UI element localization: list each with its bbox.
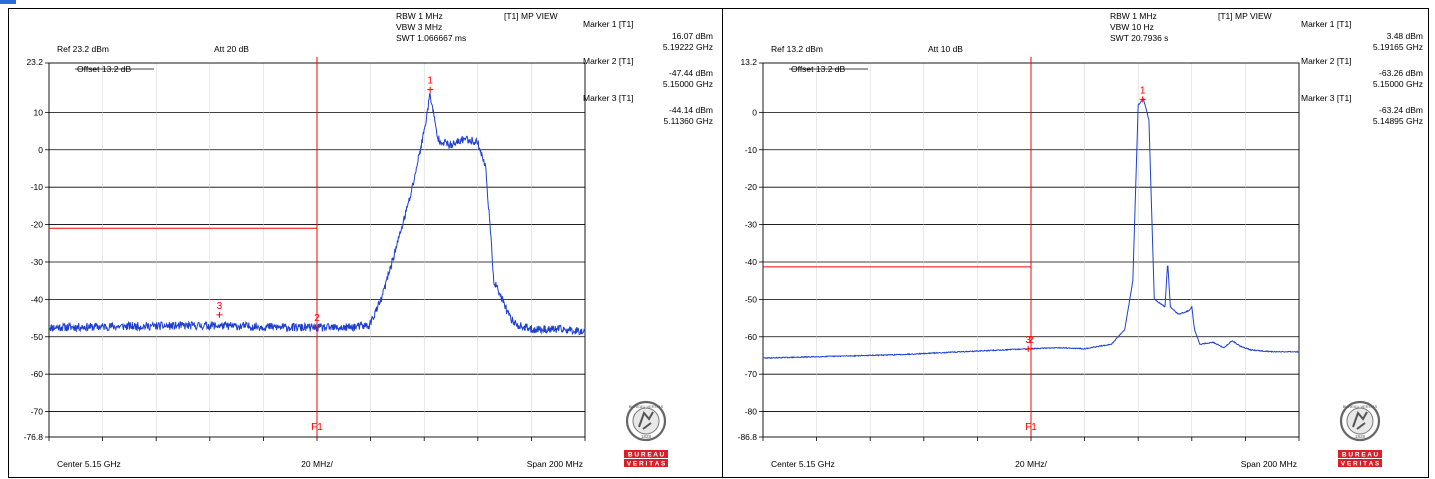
x-scale-label: 20 MHz/ (1015, 459, 1047, 469)
f1-label: F1 (311, 422, 323, 433)
y-tick-label: -50 (745, 294, 758, 304)
marker-readout-freq: 5.19165 GHz (1373, 42, 1423, 52)
y-tick-label: -70 (31, 407, 44, 417)
seal-top-text: BUREAU VERITAS (629, 404, 664, 409)
marker-2-tag: 2 (1028, 335, 1034, 346)
marker-readout-level: -63.26 dBm (1379, 68, 1423, 78)
figure-frame (8, 8, 1429, 478)
logo-band-top-text: B U R E A U (1342, 452, 1379, 459)
y-tick-label: 23.2 (26, 57, 43, 67)
f1-label: F1 (1025, 422, 1037, 433)
marker-3-tag: 3 (217, 301, 223, 312)
marker-1-tag: 1 (427, 76, 433, 87)
y-tick-label: -30 (31, 257, 44, 267)
rbw-label: RBW 1 MHz (1110, 11, 1157, 21)
marker-readout-title: Marker 1 [T1] (1301, 19, 1352, 29)
logo-band-top (1338, 450, 1382, 458)
marker-readout-title: Marker 2 [T1] (583, 56, 634, 66)
y-tick-label: 10 (34, 107, 44, 117)
seal-center (632, 407, 660, 435)
seal-center (1346, 407, 1374, 435)
panel-divider (722, 8, 723, 478)
logo-band-bottom (1338, 459, 1382, 467)
trace-mode-label: [T1] MP VIEW (504, 11, 558, 21)
marker-readout-level: -47.44 dBm (669, 68, 713, 78)
marker-2-tag: 2 (314, 313, 320, 324)
marker-readout-freq: 5.15000 GHz (663, 79, 713, 89)
marker-readout-level: 16.07 dBm (672, 31, 713, 41)
y-tick-label: -20 (31, 220, 44, 230)
y-tick-label: -40 (745, 257, 758, 267)
bureau-veritas-logo: BUREAU VERITAS 1828 B U R E A U V E R I T A… (624, 400, 668, 468)
seal-year: 1828 (641, 434, 652, 439)
x-center-label: Center 5.15 GHz (771, 459, 835, 469)
marker-readout-level: -44.14 dBm (669, 105, 713, 115)
marker-readout-title: Marker 1 [T1] (583, 19, 634, 29)
marker-3-tag: 3 (1025, 335, 1031, 346)
swt-label: SWT 1.066667 ms (396, 33, 466, 43)
vbw-label: VBW 3 MHz (396, 22, 442, 32)
y-tick-label: 0 (38, 145, 43, 155)
header-accent-bar (0, 0, 16, 4)
y-tick-label: -10 (745, 145, 758, 155)
marker-readout-level: 3.48 dBm (1387, 31, 1423, 41)
vbw-label: VBW 10 Hz (1110, 22, 1154, 32)
attenuation-label: Att 20 dB (214, 44, 249, 54)
seal-top-text: BUREAU VERITAS (1343, 404, 1378, 409)
attenuation-label: Att 10 dB (928, 44, 963, 54)
y-tick-label: -76.8 (24, 432, 44, 442)
x-scale-label: 20 MHz/ (301, 459, 333, 469)
spectrum-trace (48, 91, 586, 336)
y-tick-label: -30 (745, 220, 758, 230)
bureau-veritas-logo: BUREAU VERITAS 1828 B U R E A U V E R I T A… (1338, 400, 1382, 468)
y-tick-label: -50 (31, 332, 44, 342)
marker-readout-freq: 5.19222 GHz (663, 42, 713, 52)
y-tick-label: -60 (31, 369, 44, 379)
marker-2-point (314, 324, 320, 331)
marker-3-point (1025, 345, 1032, 352)
y-tick-label: -80 (745, 407, 758, 417)
x-center-label: Center 5.15 GHz (57, 459, 121, 469)
rbw-label: RBW 1 MHz (396, 11, 443, 21)
logo-band-bottom-text: V E R I T A S (627, 461, 666, 468)
marker-1-tag: 1 (1140, 85, 1146, 96)
y-tick-label: -20 (745, 182, 758, 192)
logo-band-top (624, 450, 668, 458)
logo-band-bottom (624, 459, 668, 467)
trace-mode-label: [T1] MP VIEW (1218, 11, 1272, 21)
marker-1-point (1139, 96, 1146, 103)
y-tick-label: -70 (745, 369, 758, 379)
ref-level-label: Ref 13.2 dBm (771, 44, 823, 54)
marker-readout-title: Marker 3 [T1] (1301, 93, 1352, 103)
y-tick-label: -86.8 (738, 432, 758, 442)
marker-1-point (427, 86, 434, 93)
marker-3-point (216, 311, 223, 318)
logo-band-top-text: B U R E A U (628, 452, 665, 459)
y-tick-label: 0 (752, 107, 757, 117)
y-tick-label: -40 (31, 294, 44, 304)
marker-readout-freq: 5.15000 GHz (1373, 79, 1423, 89)
seal-figure-icon (1352, 411, 1368, 430)
logo-band-bottom-text: V E R I T A S (1341, 461, 1380, 468)
y-tick-label: -10 (31, 182, 44, 192)
x-span-label: Span 200 MHz (527, 459, 583, 469)
seal-year: 1828 (1355, 434, 1366, 439)
swt-label: SWT 20.7936 s (1110, 33, 1168, 43)
x-span-label: Span 200 MHz (1241, 459, 1297, 469)
ref-level-label: Ref 23.2 dBm (57, 44, 109, 54)
marker-readout-level: -63.24 dBm (1379, 105, 1423, 115)
marker-readout-title: Marker 2 [T1] (1301, 56, 1352, 66)
seal-figure-icon (638, 411, 654, 430)
marker-readout-freq: 5.14895 GHz (1373, 116, 1423, 126)
y-tick-label: -60 (745, 332, 758, 342)
marker-readout-freq: 5.11360 GHz (664, 116, 713, 126)
y-tick-label: 13.2 (740, 57, 757, 67)
marker-readout-title: Marker 3 [T1] (583, 93, 634, 103)
